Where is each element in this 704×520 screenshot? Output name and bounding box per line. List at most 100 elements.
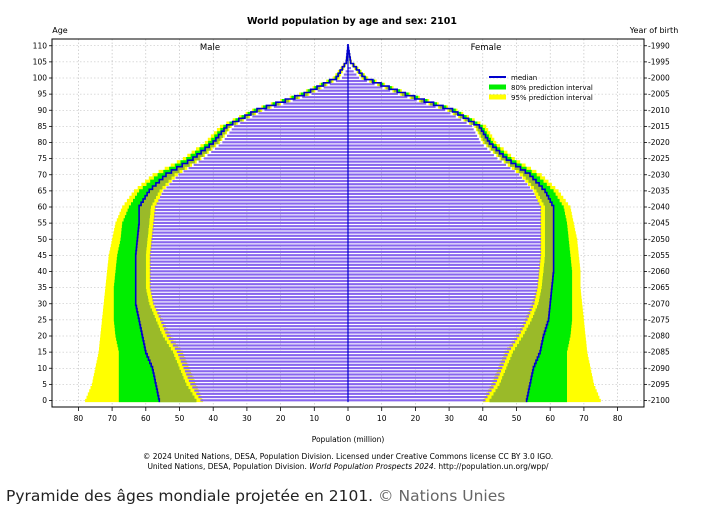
male-bar xyxy=(172,344,348,347)
caption-credit: © Nations Unies xyxy=(378,487,506,505)
female-bar xyxy=(348,267,540,270)
female-bar xyxy=(348,396,488,399)
female-bar xyxy=(348,370,501,373)
female-bar xyxy=(348,173,520,176)
male-bar xyxy=(152,225,348,228)
year-tick-label: -2085 xyxy=(648,348,670,357)
male-bar xyxy=(188,167,348,170)
male-bar xyxy=(154,208,348,212)
male-bar xyxy=(169,183,348,186)
male-bar xyxy=(343,73,348,76)
female-bar xyxy=(348,276,539,279)
female-median-line xyxy=(347,44,555,403)
year-tick-label: -2030 xyxy=(648,170,670,179)
male-bar xyxy=(187,376,348,379)
x-tick-label: 0 xyxy=(346,414,351,423)
year-tick-label: -2070 xyxy=(648,299,670,308)
female-bar xyxy=(348,366,503,370)
male-bar xyxy=(152,231,348,234)
year-tick-label: -2010 xyxy=(648,106,670,115)
male-bar xyxy=(194,389,348,392)
year-tick-label: -2035 xyxy=(648,186,670,195)
female-bar xyxy=(348,150,491,154)
year-tick-label: -2095 xyxy=(648,380,670,389)
male-bar xyxy=(176,350,348,353)
female-bar xyxy=(348,138,479,141)
age-tick-label: 85 xyxy=(37,122,47,131)
male-pi80-band xyxy=(113,44,348,403)
female-bar xyxy=(348,318,528,321)
female-bar xyxy=(348,125,472,128)
age-tick-label: 90 xyxy=(37,106,47,115)
female-bar xyxy=(348,257,541,260)
male-bar xyxy=(317,89,348,92)
x-tick-label: 10 xyxy=(377,414,387,423)
male-bar xyxy=(151,296,348,299)
male-bar xyxy=(193,163,348,166)
female-bar xyxy=(348,337,518,341)
median-lines xyxy=(134,44,555,403)
year-tick-label: -2045 xyxy=(648,219,670,228)
male-bar xyxy=(311,92,348,95)
female-bar xyxy=(348,221,542,224)
male-bar xyxy=(152,299,348,302)
male-bar xyxy=(211,150,348,154)
x-tick-label: 10 xyxy=(310,414,320,423)
male-bar xyxy=(154,305,348,308)
male-bar xyxy=(246,118,348,121)
female-bar xyxy=(348,237,542,241)
female-bar xyxy=(348,228,542,231)
age-tick-label: 15 xyxy=(37,348,47,357)
year-tick-label: -2075 xyxy=(648,315,670,324)
female-bar xyxy=(348,99,417,102)
female-bar xyxy=(348,189,533,192)
female-bar xyxy=(348,73,357,76)
female-bar xyxy=(348,196,536,199)
female-bar xyxy=(348,331,521,334)
male-bar xyxy=(158,315,348,318)
female-bar xyxy=(348,147,488,150)
female-bar xyxy=(348,263,541,266)
year-tick-label: -2020 xyxy=(648,138,670,147)
female-bar xyxy=(348,247,542,250)
male-bar xyxy=(154,212,348,215)
male-bar xyxy=(166,334,348,337)
female-bar xyxy=(348,79,367,83)
x-tick-label: 50 xyxy=(512,414,522,423)
female-bar xyxy=(348,283,539,286)
male-bar xyxy=(292,99,348,102)
male-bar xyxy=(160,196,348,199)
male-bar xyxy=(161,192,348,195)
female-bar xyxy=(348,270,540,273)
female-bar xyxy=(348,392,490,395)
year-tick-label: -1995 xyxy=(648,57,670,66)
x-tick-label: 80 xyxy=(74,414,84,423)
male-bar xyxy=(162,325,348,328)
male-bar xyxy=(183,366,348,370)
age-tick-label: 55 xyxy=(37,219,47,228)
female-bar xyxy=(348,115,456,118)
age-tick-label: 50 xyxy=(37,235,47,244)
female-bar xyxy=(348,292,537,295)
male-bar xyxy=(150,250,348,254)
male-bar xyxy=(151,237,348,241)
legend-pi80-label: 80% prediction interval xyxy=(511,84,593,92)
female-bar xyxy=(348,273,540,276)
male-bar xyxy=(158,199,348,202)
x-tick-label: 70 xyxy=(579,414,589,423)
female-bar xyxy=(348,328,523,331)
male-bar xyxy=(190,383,348,386)
male-bar xyxy=(227,134,348,137)
male-bar xyxy=(153,302,348,305)
female-bar xyxy=(348,308,532,312)
age-tick-label: 25 xyxy=(37,315,47,324)
x-tick-label: 20 xyxy=(411,414,421,423)
female-bar xyxy=(348,205,542,208)
male-bar xyxy=(188,379,348,383)
female-bar xyxy=(348,134,478,137)
male-bar xyxy=(157,312,348,315)
population-pyramid-chart: World population by age and sex: 2101 Ag… xyxy=(32,16,679,471)
age-tick-label: 60 xyxy=(37,203,47,212)
year-tick-label: -2080 xyxy=(648,332,670,341)
female-bar xyxy=(348,202,540,205)
